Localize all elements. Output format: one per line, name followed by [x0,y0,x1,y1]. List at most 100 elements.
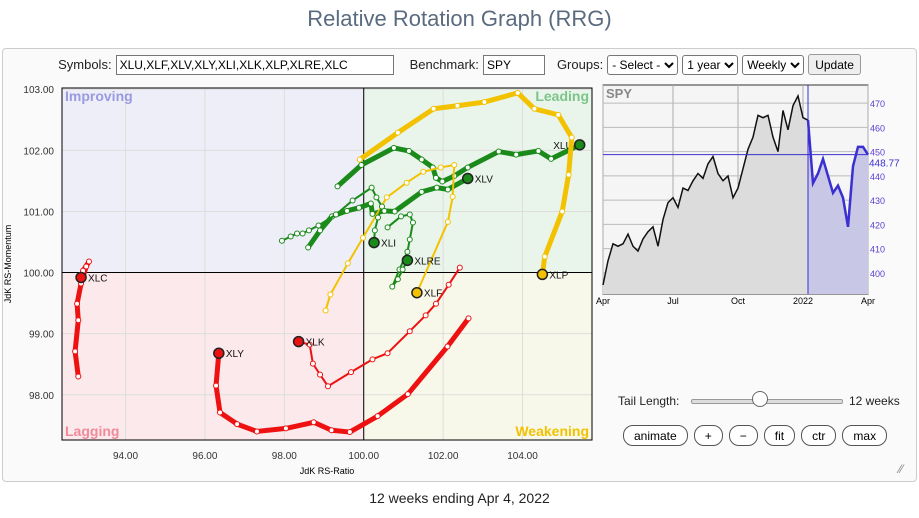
animate-button[interactable]: animate [623,425,688,446]
zoom-out-button[interactable]: − [728,425,758,446]
trail-point [375,214,382,221]
trail-point [309,360,316,367]
trail-point [383,194,390,201]
trail-point [405,147,412,154]
tail-length-label: Tail Length: [618,394,680,408]
y-tick-label: 99.00 [29,330,54,341]
trail-point [346,429,353,436]
trail-point [317,371,324,378]
trail-point [464,164,471,171]
trail-point [75,373,82,380]
trail-point [444,343,451,350]
resize-grip-icon[interactable]: ⁄⁄ [899,462,904,476]
trail-point [327,291,334,298]
trail-point [394,129,401,136]
trail-point [348,369,355,376]
symbols-input[interactable] [115,54,394,75]
trail-point [514,89,521,96]
trail-point [404,248,411,255]
groups-select[interactable]: - Select - [607,54,679,75]
quadrant-label-weakening: Weakening [515,423,589,439]
y-tick-label: 98.00 [29,391,54,402]
trail-point [83,263,90,270]
head-marker-xlp [536,268,549,281]
symbol-label: XLRE [414,256,440,267]
y-tick-label: 100.00 [23,269,54,280]
trail-point [373,194,380,201]
trail-point [432,300,439,307]
trail-point [349,197,356,204]
trail-point [555,111,562,118]
max-button[interactable]: max [842,425,888,446]
trail-point [358,162,365,168]
trail-point [404,391,411,398]
trail-point [328,427,335,434]
plot-border [61,87,593,441]
zoom-in-button[interactable]: + [693,425,723,446]
fit-button[interactable]: fit [763,425,796,446]
trail-point [389,283,396,290]
trail-point [310,419,317,426]
quadrant-label-leading: Leading [535,88,589,104]
center-button[interactable]: ctr [801,425,837,446]
trail-point [559,208,566,215]
x-tick-label: 96.00 [192,451,217,462]
quadrant-label-lagging: Lagging [65,423,119,439]
quadrant-lagging [62,272,364,440]
symbol-label: XLC [88,273,107,284]
trail-point [213,382,220,389]
trail-point [384,350,391,357]
trail-xlf [324,164,456,312]
x-tick-label: 94.00 [113,451,138,462]
head-marker-xly [213,347,225,359]
trail-point [344,260,351,267]
head-marker-xlre [401,254,414,267]
trail-point [305,244,312,251]
head-marker-xlf [411,286,423,299]
trail-point [287,233,294,240]
symbols-label: Symbols: [58,57,112,72]
x-axis-label: JdK RS-Ratio [300,466,355,476]
head-marker-xlc [75,271,87,284]
trail-point [378,203,385,210]
trail-point [513,151,520,158]
trail-point [406,236,413,243]
trail-point [294,230,301,237]
benchmark-input[interactable] [482,54,545,75]
trail-point [75,317,82,324]
trail-point [332,211,339,218]
slider-handle[interactable] [751,391,768,407]
trail-point [548,155,555,162]
trail-point [391,208,398,215]
trail-point [437,164,444,171]
benchmark-label: Benchmark: [409,57,479,72]
trail-point [495,148,502,155]
footer-caption: 12 weeks ending Apr 4, 2022 [369,490,550,506]
trail-point [371,227,378,234]
trail-point [359,234,366,241]
trail-point [406,328,413,335]
frequency-select[interactable]: Weekly [742,54,805,75]
symbol-label: XLU [553,141,572,152]
trail-point [420,168,427,175]
trail-point [568,134,575,141]
symbol-label: XLK [306,338,325,349]
trail-point [531,105,538,112]
head-marker-xlk [292,335,305,348]
trail-point [403,179,410,186]
trail-point [374,413,381,420]
trail-point [445,281,452,288]
head-marker-xlu [573,139,586,151]
trail-point [322,307,329,314]
period-select[interactable]: 1 year [682,54,739,75]
trail-point [278,237,285,244]
update-button[interactable]: Update [808,54,861,75]
y-tick-label: 103.00 [23,85,54,96]
trail-point [299,230,306,237]
trail-point [565,171,572,178]
y-tick-label: 102.00 [23,146,54,157]
symbol-label: XLP [549,270,568,281]
trail-point [85,258,92,265]
trail-point [384,224,391,231]
